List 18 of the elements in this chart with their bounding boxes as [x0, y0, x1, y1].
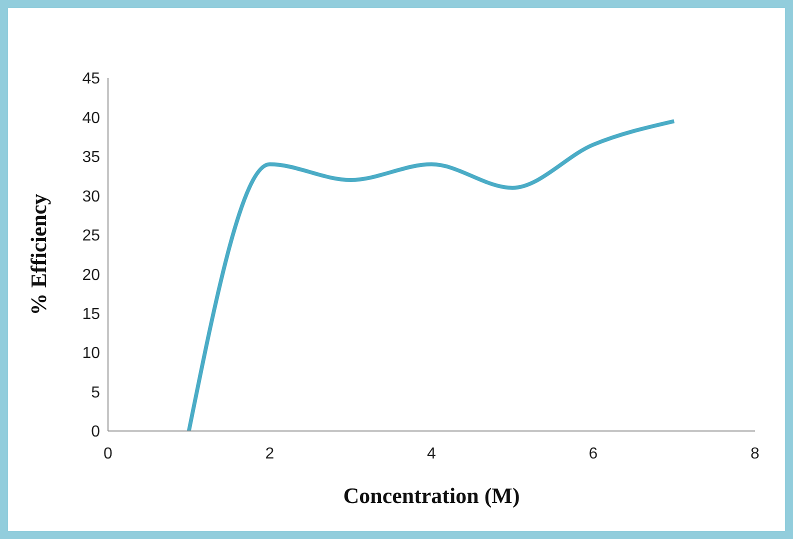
x-tick-label: 4 — [427, 445, 436, 462]
y-axis-title: % Efficiency — [26, 194, 51, 316]
x-tick-label: 2 — [265, 445, 274, 462]
y-tick-label: 25 — [82, 228, 100, 245]
y-tick-label: 40 — [82, 110, 100, 127]
y-tick-label: 15 — [82, 306, 100, 324]
y-tick-label: 10 — [82, 345, 100, 362]
y-tick-label: 0 — [91, 424, 100, 441]
y-tick-label: 20 — [82, 266, 100, 284]
line-series — [186, 119, 676, 431]
y-tick-label: 35 — [82, 149, 100, 166]
y-tick-label: 45 — [82, 70, 100, 88]
x-axis-title: Concentration (M) — [343, 483, 520, 508]
y-tick-label: 30 — [82, 188, 100, 206]
x-tick-label: 6 — [588, 445, 598, 462]
x-tick-label: 0 — [104, 445, 113, 462]
y-tick-label: 5 — [91, 384, 100, 402]
x-tick-label: 8 — [750, 445, 760, 462]
